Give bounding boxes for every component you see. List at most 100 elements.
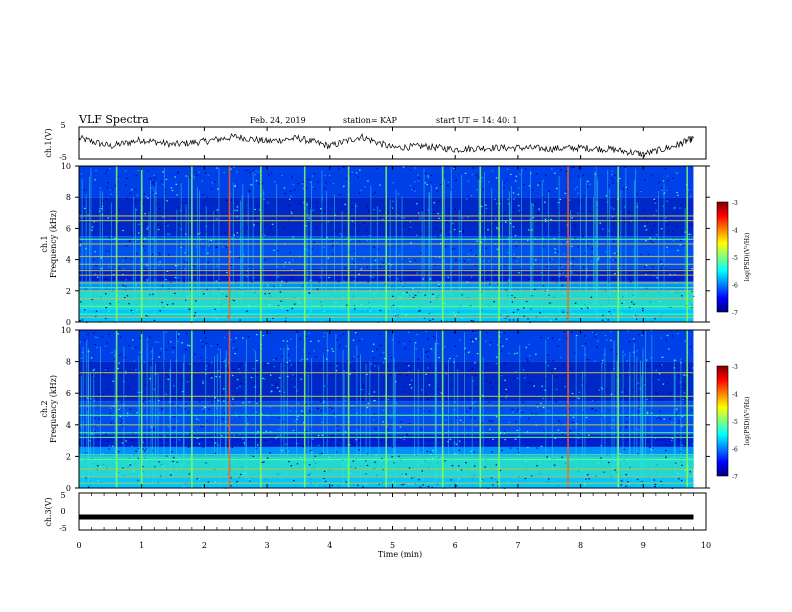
spec-speckle bbox=[215, 417, 218, 419]
spec-speckle bbox=[255, 180, 258, 182]
spec-speckle bbox=[142, 225, 144, 227]
spec-speckle bbox=[137, 479, 139, 481]
spec-speckle bbox=[574, 237, 576, 239]
spec-speckle bbox=[480, 260, 482, 262]
spec-streak bbox=[239, 200, 241, 307]
spec-spike bbox=[479, 330, 482, 488]
spec-speckle bbox=[391, 207, 394, 209]
spec-speckle bbox=[198, 419, 200, 421]
spec-speckle bbox=[281, 442, 283, 444]
spec-speckle bbox=[82, 203, 85, 205]
spec-speckle bbox=[655, 234, 658, 236]
spec-speckle bbox=[356, 279, 358, 282]
spec-speckle bbox=[186, 381, 189, 383]
spec-speckle bbox=[123, 394, 126, 396]
spec-speckle bbox=[297, 183, 300, 185]
spec-streak bbox=[255, 350, 256, 468]
spec-speckle bbox=[422, 278, 425, 280]
spec-speckle bbox=[189, 280, 192, 283]
spec-speckle bbox=[84, 309, 86, 311]
spec-speckle bbox=[473, 475, 476, 477]
spec-speckle bbox=[681, 444, 684, 446]
spec-speckle bbox=[577, 212, 579, 214]
spec-speckle bbox=[559, 277, 562, 280]
spec-streak bbox=[423, 347, 425, 481]
spec-speckle bbox=[546, 289, 549, 291]
spec-speckle bbox=[677, 249, 679, 252]
spec-speckle bbox=[196, 478, 199, 480]
spec-speckle bbox=[117, 392, 120, 394]
spec-speckle bbox=[464, 347, 466, 349]
spec-speckle bbox=[446, 184, 449, 187]
spec-speckle bbox=[677, 194, 679, 196]
spec-speckle bbox=[183, 281, 185, 283]
spec-streak bbox=[641, 376, 643, 484]
spec-speckle bbox=[166, 200, 168, 202]
spec-speckle bbox=[412, 296, 415, 299]
spec-speckle bbox=[109, 189, 112, 191]
spec-speckle bbox=[546, 266, 549, 268]
spec-speckle bbox=[429, 451, 432, 453]
spec-speckle bbox=[305, 431, 308, 433]
spec-speckle bbox=[137, 232, 140, 234]
spec-speckle bbox=[215, 218, 218, 220]
spec-speckle bbox=[176, 194, 178, 196]
spec-speckle bbox=[504, 379, 506, 381]
spec-speckle bbox=[659, 418, 662, 420]
spec-speckle bbox=[337, 280, 340, 283]
spec-speckle bbox=[672, 230, 674, 232]
spec-speckle bbox=[171, 403, 174, 405]
spec-speckle bbox=[214, 397, 216, 399]
spec-speckle bbox=[264, 479, 266, 481]
spec-speckle bbox=[566, 337, 568, 339]
spec-speckle bbox=[366, 239, 369, 242]
spec-streak bbox=[639, 360, 641, 476]
spec-speckle bbox=[253, 349, 255, 351]
spec-speckle bbox=[344, 267, 346, 269]
spec-speckle bbox=[476, 240, 478, 242]
spec-speckle bbox=[427, 209, 430, 211]
spec-speckle bbox=[357, 484, 359, 486]
spec-speckle bbox=[186, 344, 189, 346]
spec-speckle bbox=[584, 335, 586, 337]
spec-speckle bbox=[504, 438, 506, 441]
spec-speckle bbox=[352, 271, 355, 273]
spec-speckle bbox=[128, 344, 130, 347]
spec-speckle bbox=[100, 226, 102, 228]
spec-speckle bbox=[271, 384, 273, 386]
spec-streak bbox=[434, 342, 436, 487]
spec-speckle bbox=[188, 176, 191, 178]
spec-speckle bbox=[291, 212, 293, 214]
spec-speckle bbox=[332, 350, 334, 352]
spec-speckle bbox=[487, 229, 489, 231]
spec-speckle bbox=[193, 315, 196, 317]
spec-speckle bbox=[133, 240, 135, 242]
station-label: station= KAP bbox=[343, 116, 398, 125]
spec-speckle bbox=[550, 302, 553, 304]
spec-speckle bbox=[640, 190, 642, 192]
spec-speckle bbox=[475, 338, 477, 340]
spec-speckle bbox=[615, 353, 618, 355]
spec-speckle bbox=[420, 252, 423, 254]
spec-speckle bbox=[291, 277, 293, 279]
spec-speckle bbox=[334, 230, 337, 232]
spec-speckle bbox=[425, 330, 427, 333]
spec-speckle bbox=[124, 395, 127, 397]
spec-speckle bbox=[607, 270, 610, 272]
spec-speckle bbox=[545, 292, 548, 294]
spec-speckle bbox=[676, 292, 679, 294]
spec-speckle bbox=[626, 330, 629, 332]
spec-speckle bbox=[563, 253, 565, 255]
spec-speckle bbox=[276, 435, 279, 437]
spec-speckle bbox=[125, 279, 127, 281]
spec-speckle bbox=[417, 212, 420, 214]
spec-speckle bbox=[488, 401, 491, 403]
spec-speckle bbox=[412, 319, 415, 321]
spec-speckle bbox=[571, 392, 574, 395]
spec-speckle bbox=[406, 374, 409, 377]
spec-speckle bbox=[216, 167, 218, 169]
spec-speckle bbox=[528, 343, 530, 345]
spec-speckle bbox=[350, 466, 352, 468]
spec-speckle bbox=[351, 171, 354, 173]
spec-speckle bbox=[319, 447, 321, 450]
